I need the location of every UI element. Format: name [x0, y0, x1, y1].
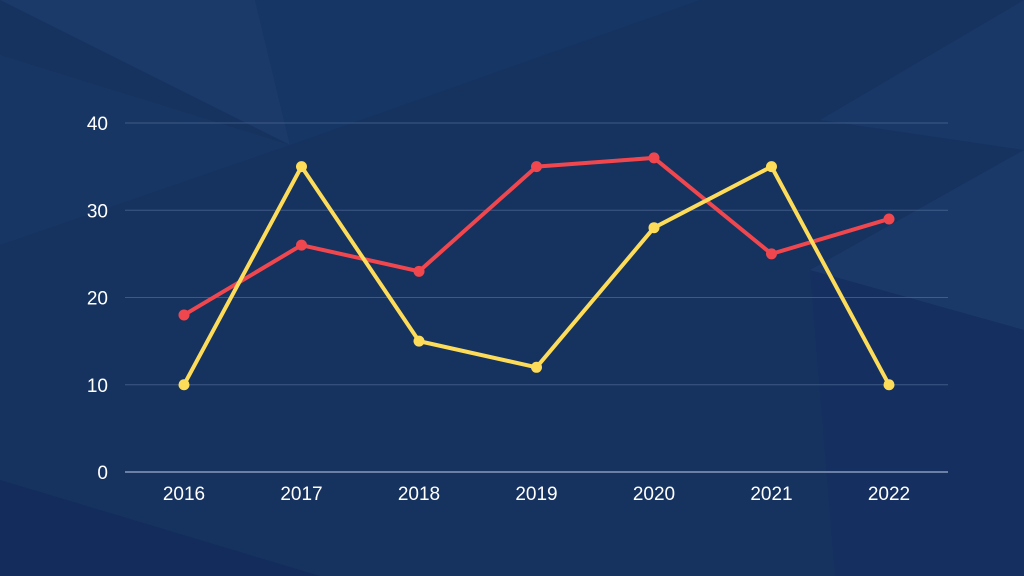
series-line: [182, 155, 891, 317]
data-point: [413, 335, 425, 347]
data-point: [648, 222, 660, 234]
data-point: [766, 248, 777, 260]
data-point: [531, 161, 542, 173]
data-point: [296, 161, 307, 173]
data-point: [883, 379, 895, 391]
y-tick-label: 20: [87, 289, 108, 310]
y-axis-ticks: 0 10 20 30 40: [87, 114, 108, 484]
series-0: [178, 152, 895, 321]
y-tick-label: 30: [87, 201, 108, 222]
data-point: [178, 379, 190, 391]
x-tick-label: 2020: [633, 484, 675, 505]
x-tick-label: 2017: [280, 484, 322, 505]
y-tick-label: 40: [87, 114, 108, 135]
series-1: [178, 161, 895, 391]
data-point: [883, 213, 895, 225]
x-tick-label: 2019: [515, 484, 557, 505]
series-lines: [178, 152, 895, 391]
data-point: [296, 239, 307, 251]
data-point: [531, 361, 542, 373]
x-axis-ticks: 2016 2017 2018 2019 2020 2021 2022: [163, 484, 910, 505]
data-point: [648, 152, 660, 164]
x-tick-label: 2021: [750, 484, 792, 505]
x-tick-label: 2018: [398, 484, 440, 505]
data-point: [413, 265, 425, 277]
x-tick-label: 2022: [868, 484, 910, 505]
grid-lines: [125, 122, 948, 473]
x-tick-label: 2016: [163, 484, 205, 505]
series-line: [182, 164, 891, 387]
y-tick-label: 10: [87, 376, 108, 397]
data-point: [178, 309, 190, 321]
data-point: [766, 161, 777, 173]
y-tick-label: 0: [97, 463, 108, 484]
